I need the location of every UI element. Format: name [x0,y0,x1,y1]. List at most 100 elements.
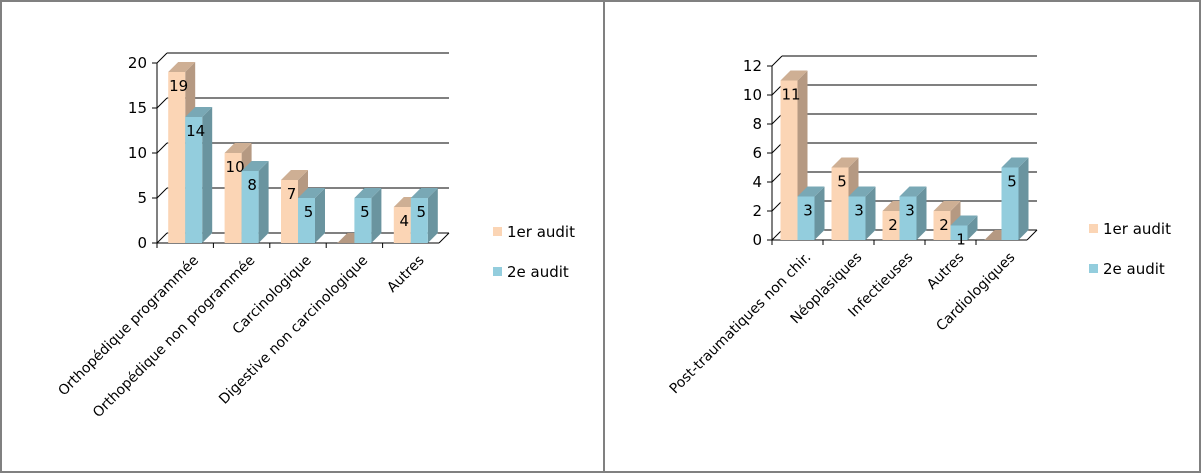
bar-top [354,188,382,198]
data-label: 1 [956,231,966,249]
y-tick-label: 20 [128,54,147,72]
gridline-depth [771,84,783,96]
bar-side [258,161,269,243]
data-label: 3 [905,202,915,220]
y-tick-label: 8 [752,115,762,133]
bar-side [202,107,213,243]
bar-side [814,186,825,240]
y-tick-label: 10 [128,144,147,162]
bar [185,117,203,243]
data-label: 5 [837,173,847,191]
y-tick-label: 2 [752,202,762,220]
y-tick-label: 12 [743,57,762,75]
data-label: 11 [781,86,800,104]
bar-top [933,201,961,211]
legend-swatch [493,227,502,236]
bar-top [298,188,325,198]
category-label: Autres [384,253,427,296]
legend-label: 1er audit [1103,220,1171,238]
gridline-depth [771,200,783,212]
bar [1001,167,1019,240]
bar [848,196,866,240]
bar-top [224,143,252,153]
y-tick-label: 4 [752,173,762,191]
data-label: 8 [247,176,257,194]
bar-side [371,188,382,243]
bar-top [797,186,825,197]
bar [831,167,849,240]
data-label: 3 [854,202,864,220]
bar-top [950,215,978,226]
y-tick-label: 10 [743,86,762,104]
bar-side [967,215,978,240]
bar-side [427,188,438,243]
bar [224,153,242,243]
bar-side [916,186,927,240]
bar-top [281,170,308,180]
data-label: 3 [803,202,813,220]
data-label: 5 [360,203,370,221]
data-label: 19 [169,77,188,95]
chart-panel-left: 0 5 10 15 20 19 14 Orthopédique programmée 10 8 Or… [0,0,605,473]
legend-label: 2e audit [507,263,569,281]
gridline-depth [771,55,783,67]
bar [780,80,798,240]
y-tick-label: 6 [752,144,762,162]
gridline-depth [156,52,168,64]
bar-side [1018,157,1029,240]
bar-top [831,157,859,168]
data-label: 2 [939,216,949,234]
bar [933,211,951,240]
legend-swatch [493,267,502,276]
gridline-depth [156,142,168,154]
data-label: 10 [226,158,245,176]
bar [882,211,900,240]
bar [899,196,917,240]
bar-top [1001,157,1029,168]
bar [410,198,428,243]
bar-top [410,188,438,198]
legend-label: 2e audit [1103,260,1165,278]
bar [241,171,259,243]
gridline-depth [156,232,168,244]
bar-top [848,186,876,197]
gridline-depth [771,113,783,125]
data-label: 14 [186,122,205,140]
data-label: 5 [304,203,314,221]
gridline-depth [156,187,168,199]
bar-top [780,70,808,81]
bar-top [168,62,196,72]
data-label: 2 [888,216,898,234]
bar-top [185,107,213,117]
bar-top [241,161,269,171]
gridline-depth [771,171,783,183]
y-tick-label: 5 [137,189,147,207]
data-label: 5 [1007,173,1017,191]
gridline-depth [156,97,168,109]
category-label: Autres [924,250,967,293]
bar [393,207,411,243]
bar [797,196,815,240]
legend-swatch [1089,264,1098,273]
chart-panel-right: 0 2 4 6 8 10 12 11 3 Post-traumatiques non chir. 5… [603,0,1201,473]
legend-label: 1er audit [507,223,575,241]
bar [298,198,315,243]
bar [354,198,372,243]
x-axis-depth [1026,229,1038,241]
data-label: 5 [417,203,427,221]
bar [950,225,968,240]
bar [281,180,298,243]
category-label: Post-traumatiques non chir. [667,250,815,398]
y-tick-label: 0 [752,231,762,249]
bar-top [899,186,927,197]
legend-swatch [1089,224,1098,233]
bar-side [315,188,325,243]
bar [168,72,186,243]
data-label: 4 [400,212,410,230]
bar-side [865,186,876,240]
y-tick-label: 15 [128,99,147,117]
y-tick-label: 0 [137,234,147,252]
gridline-depth [771,229,783,241]
